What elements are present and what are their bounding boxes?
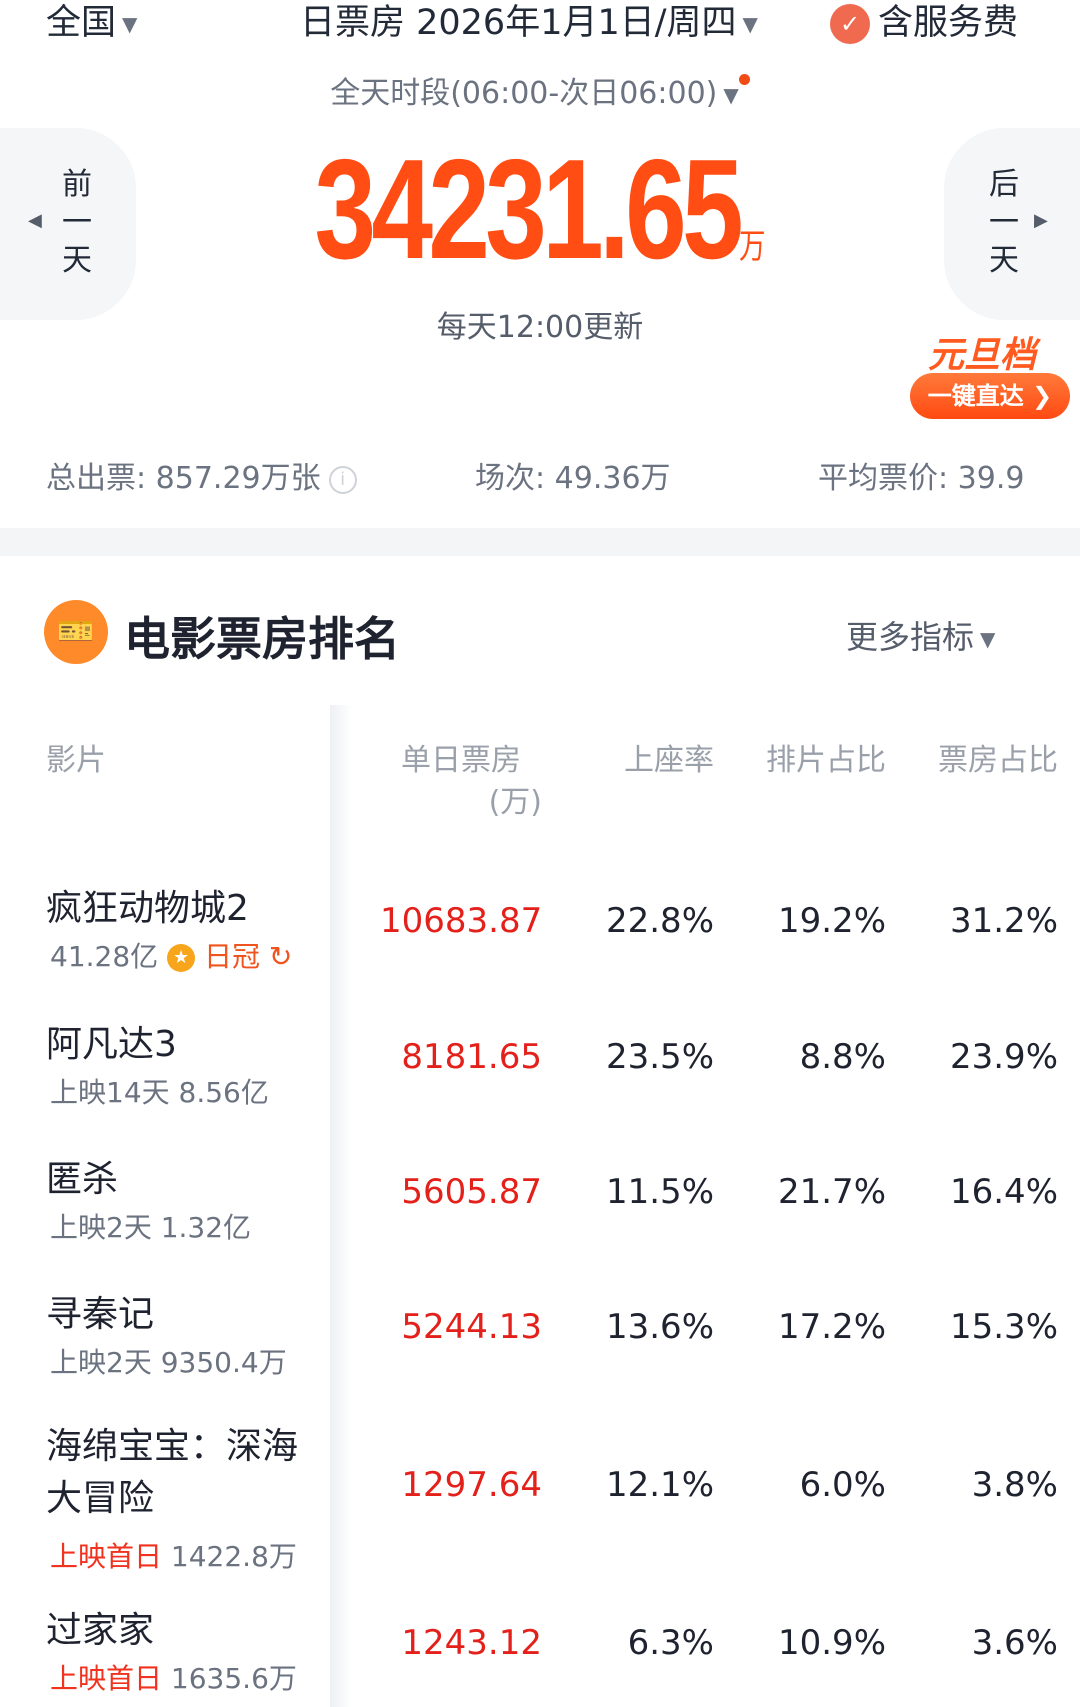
cell-share: 31.2% [949,901,1058,941]
cell-seat: 11.5% [605,1172,714,1212]
cell-seat: 12.1% [605,1465,714,1505]
column-shadow [330,705,352,1707]
table-row[interactable]: 匿杀上映2天 1.32亿 5605.87 11.5% 21.7% 16.4% [0,1134,1080,1254]
daily-champion-badge[interactable]: 日冠 [203,940,260,973]
medal-icon: ★ [167,944,196,972]
film-subinfo: 上映2天 9350.4万 [50,1346,287,1379]
header-schedule-share[interactable]: 排片占比 [766,743,886,778]
cell-daily: 5605.87 [401,1172,542,1212]
region-selector[interactable]: 全国 ▼ [46,0,137,46]
check-icon: ✓ [830,4,870,44]
cell-schedule: 6.0% [799,1465,886,1505]
caret-down-icon: ▼ [742,12,758,36]
arrow-right-icon: ▶ [1034,210,1048,231]
cell-seat: 6.3% [627,1623,714,1663]
promo-button[interactable]: 一键直达 ❯ [910,373,1070,419]
prev-day-label: 前一天 [62,167,92,278]
film-name[interactable]: 阿凡达3 [46,1024,177,1065]
film-name[interactable]: 过家家 [46,1610,155,1651]
next-day-button[interactable]: 后一天 ▶ [944,128,1080,320]
cell-share: 23.9% [949,1037,1058,1077]
cell-daily: 10683.87 [380,901,543,941]
cell-schedule: 21.7% [777,1172,886,1212]
header-seat-rate[interactable]: 上座率 [624,743,714,778]
cell-share: 16.4% [949,1172,1058,1212]
more-metrics-dropdown[interactable]: 更多指标 ▼ [846,618,996,656]
section-title: 电影票房排名 [124,612,400,666]
prev-day-button[interactable]: ◀ 前一天 [0,128,136,320]
next-day-label: 后一天 [989,167,1019,278]
cell-share: 15.3% [949,1307,1058,1347]
service-fee-toggle[interactable]: ✓ 含服务费 [830,0,1018,46]
cell-seat: 22.8% [605,901,714,941]
service-fee-label: 含服务费 [878,3,1019,43]
date-label: 日票房 2026年1月1日/周四 [300,3,737,43]
average-price: 平均票价: 39.9 [818,461,1025,496]
cell-daily: 5244.13 [401,1307,542,1347]
cell-share: 3.6% [971,1623,1058,1663]
info-icon[interactable]: i [328,465,357,494]
date-selector[interactable]: 日票房 2026年1月1日/周四 ▼ [300,0,758,46]
header-film: 影片 [46,743,106,778]
table-row[interactable]: 疯狂动物城2 41.28亿 ★ 日冠 ↻ 10683.87 22.8% 19.2% 31.… [0,863,1080,983]
cell-daily: 1243.12 [401,1623,542,1663]
period-label: 全天时段(06:00-次日06:00) [330,76,718,111]
cell-schedule: 19.2% [777,901,886,941]
header-daily[interactable]: 单日票房 (万) [401,743,542,820]
caret-down-icon: ▼ [723,82,739,107]
cell-schedule: 8.8% [799,1037,886,1077]
notification-dot [738,74,750,85]
cell-schedule: 10.9% [777,1623,886,1663]
total-box-office: 34231.65万 [314,130,766,289]
film-name[interactable]: 疯狂动物城2 [46,888,249,929]
period-selector[interactable]: 全天时段(06:00-次日06:00) ▼ [0,68,1080,112]
update-note: 每天12:00更新 [436,310,644,345]
cell-schedule: 17.2% [777,1307,886,1347]
region-label: 全国 [46,3,117,43]
film-name[interactable]: 海绵宝宝：深海 大冒险 [46,1426,299,1519]
total-tickets: 总出票: 857.29万张 i [46,453,357,497]
cell-daily: 8181.65 [401,1037,542,1077]
share-icon[interactable]: ↻ [268,940,293,973]
arrow-left-icon: ◀ [28,210,42,231]
section-divider [0,528,1080,556]
cell-share: 3.8% [971,1465,1058,1505]
table-row[interactable]: 过家家上映首日 1635.6万 1243.12 6.3% 10.9% 3.6% [0,1585,1080,1705]
film-subinfo: 上映14天 8.56亿 [50,1076,269,1109]
table-row[interactable]: 海绵宝宝：深海 大冒险上映首日 1422.8万 1297.64 12.1% 6.0% 3.… [0,1426,1080,1573]
header-box-office-share[interactable]: 票房占比 [938,743,1058,778]
caret-down-icon: ▼ [980,627,996,651]
cell-daily: 1297.64 [401,1465,542,1505]
table-row[interactable]: 寻秦记上映2天 9350.4万 5244.13 13.6% 17.2% 15.3% [0,1269,1080,1389]
film-name[interactable]: 寻秦记 [46,1294,155,1335]
cell-seat: 13.6% [605,1307,714,1347]
cell-seat: 23.5% [605,1037,714,1077]
promo-title[interactable]: 元旦档 [928,335,1037,376]
film-name[interactable]: 匿杀 [46,1159,119,1200]
film-subinfo: 上映2天 1.32亿 [50,1211,252,1244]
film-subinfo: 上映首日 1422.8万 [50,1540,297,1573]
total-shows: 场次: 49.36万 [475,461,671,496]
ticket-icon: 🎫 [44,600,108,664]
film-subinfo: 上映首日 1635.6万 [50,1662,297,1695]
table-row[interactable]: 阿凡达3 上映14天 8.56亿 8181.65 23.5% 8.8% 23.9% [0,999,1080,1119]
film-subinfo: 41.28亿 ★ 日冠 ↻ [50,940,293,973]
caret-down-icon: ▼ [122,12,138,36]
